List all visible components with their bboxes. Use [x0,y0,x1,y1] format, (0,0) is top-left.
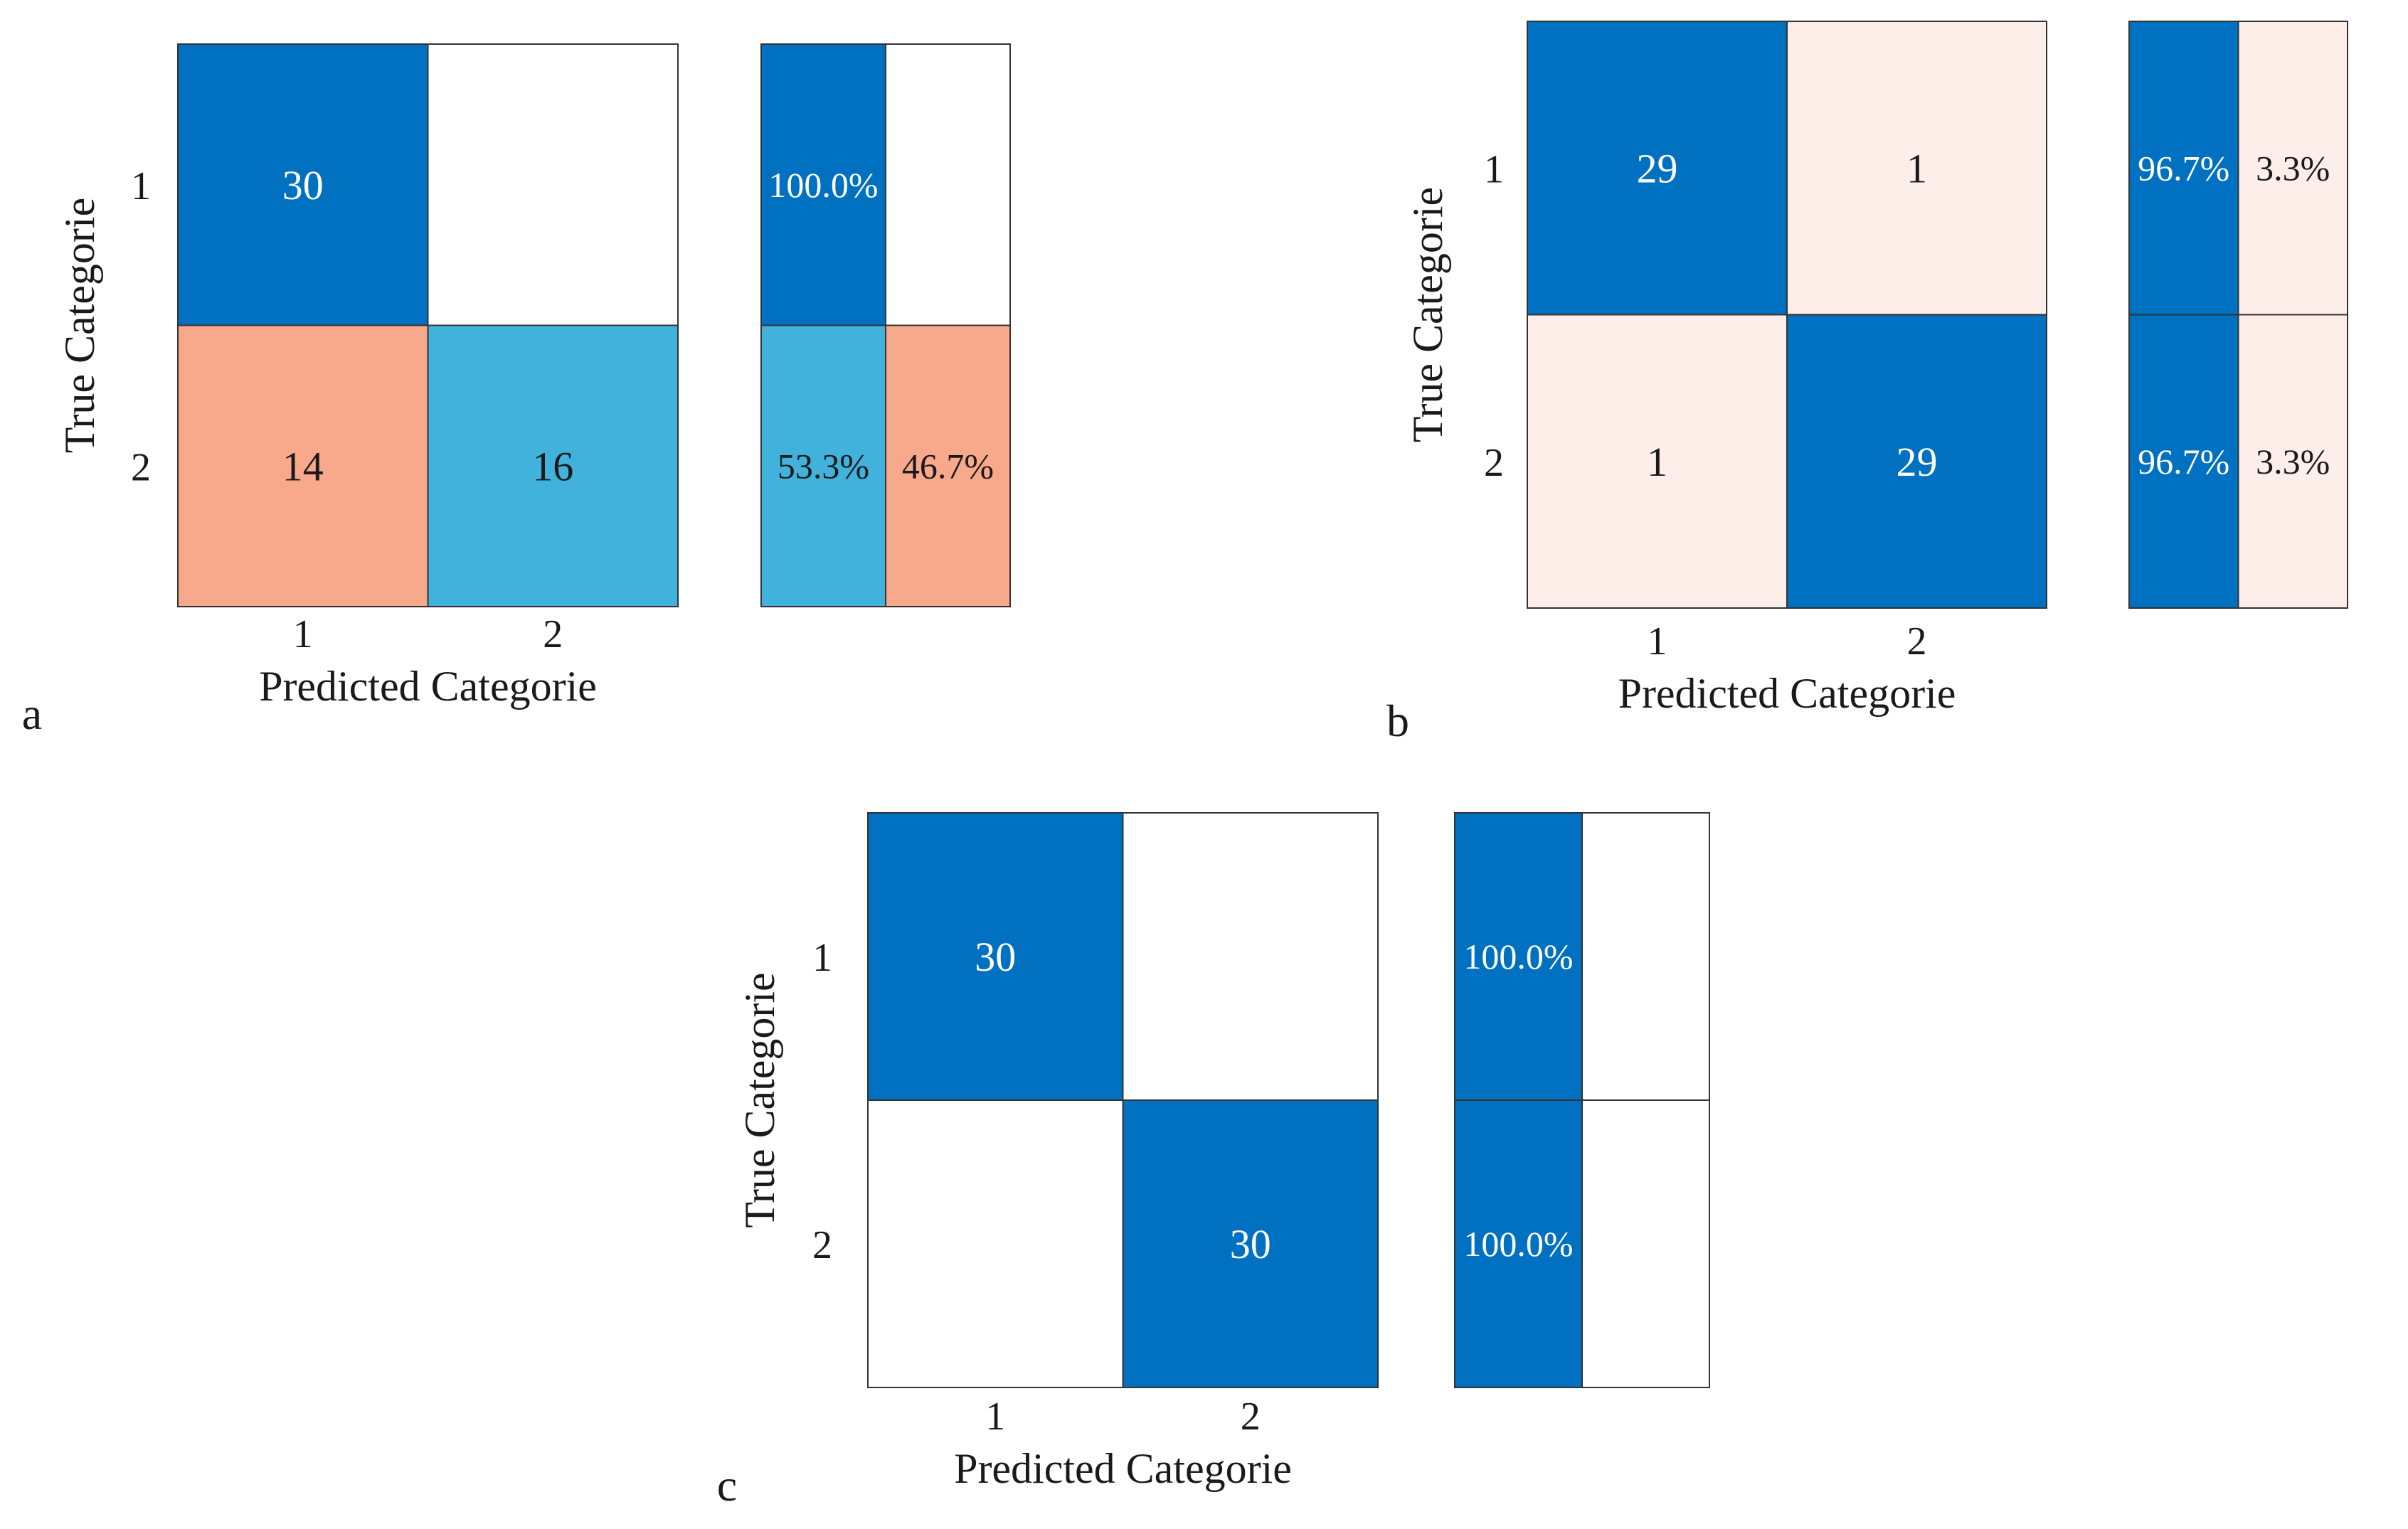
matrix-cell-r1-c2 [1786,21,2047,316]
matrix-value-r2-c1: 14 [282,443,324,489]
col-tick-label-2: 2 [1241,1395,1261,1439]
row-summary-value-r1-c2: 3.3% [2256,148,2330,188]
y-axis-title: True Categorie [736,972,783,1227]
matrix-value-r2-c2: 29 [1897,439,1938,485]
row-tick-label-2: 2 [1484,441,1504,485]
matrix-cell-r2-c2 [427,324,679,607]
matrix-cell-r2-c1 [1527,314,1788,609]
row-summary-cell-r2-c1 [2128,314,2239,609]
panel-label: a [22,688,42,739]
y-axis-title: True Categorie [1404,187,1451,442]
matrix-value-r1-c1: 30 [975,934,1016,980]
matrix-value-r1-c1: 29 [1637,145,1678,191]
row-summary-cell-r1-c2 [885,43,1011,326]
row-summary-value-r1-c1: 96.7% [2138,148,2229,188]
matrix-value-r1-c1: 30 [282,162,324,208]
matrix-value-r1-c2: 1 [1906,145,1927,191]
col-tick-label-2: 2 [1907,619,1927,664]
matrix-cell-r1-c1 [1527,21,1788,316]
matrix-cell-r2-c1 [177,324,429,607]
row-tick-label-1: 1 [131,164,151,208]
col-tick-label-2: 2 [543,612,563,656]
row-summary-cell-r1-c2 [2237,21,2348,316]
row-summary-value-r2-c1: 96.7% [2138,442,2229,481]
matrix-cell-r1-c1 [177,43,429,326]
col-tick-label-1: 1 [293,612,313,656]
row-summary-value-r2-c2: 46.7% [902,446,994,486]
row-summary-cell-r1-c2 [1581,812,1710,1101]
panel-label: c [717,1460,737,1511]
row-summary-value-r1-c1: 100.0% [768,165,878,205]
matrix-value-r2-c2: 30 [1230,1221,1271,1267]
row-summary-value-r2-c2: 3.3% [2256,442,2330,481]
matrix-cell-r2-c1 [867,1099,1124,1388]
panel-b: 29 1 1 29 96.7% 3.3% 96.7% 3.3% 1 2 1 2 Predicted Ca… [1386,21,2348,746]
row-summary-value-r1-c1: 100.0% [1463,937,1573,976]
x-axis-title: Predicted Categorie [1618,670,1956,717]
row-summary-cell-r2-c1 [760,324,886,607]
row-summary-value-r2-c1: 100.0% [1463,1224,1573,1264]
row-summary-cell-r2-c1 [1454,1099,1583,1388]
matrix-cell-r1-c2 [427,43,679,326]
matrix-value-r2-c2: 16 [532,443,573,489]
panel-label: b [1386,696,1409,746]
row-summary-cell-r1-c1 [1454,812,1583,1101]
row-tick-label-1: 1 [812,936,832,980]
row-tick-label-1: 1 [1484,147,1504,191]
matrix-cell-r2-c2 [1786,314,2047,609]
row-summary-cell-r2-c2 [1581,1099,1710,1388]
x-axis-title: Predicted Categorie [259,663,597,710]
col-tick-label-1: 1 [985,1395,1005,1439]
row-summary-cell-r2-c2 [885,324,1011,607]
matrix-cell-r1-c2 [1122,812,1379,1101]
matrix-cell-r2-c2 [1122,1099,1379,1388]
panel-c: 30 30 100.0% 100.0% 1 2 1 2 Predicted Categorie T… [717,812,1710,1511]
row-summary-cell-r2-c2 [2237,314,2348,609]
y-axis-title: True Categorie [56,198,103,453]
matrix-value-r2-c1: 1 [1647,439,1667,485]
row-summary-cell-r1-c1 [760,43,886,326]
matrix-cell-r1-c1 [867,812,1124,1101]
row-summary-value-r2-c1: 53.3% [778,446,869,486]
col-tick-label-1: 1 [1648,619,1667,664]
panel-a: 30 14 16 100.0% 53.3% 46.7% 1 2 1 2 Predicted Cate… [22,43,1011,739]
row-tick-label-2: 2 [131,445,151,489]
x-axis-title: Predicted Categorie [954,1445,1292,1492]
row-tick-label-2: 2 [812,1223,832,1267]
